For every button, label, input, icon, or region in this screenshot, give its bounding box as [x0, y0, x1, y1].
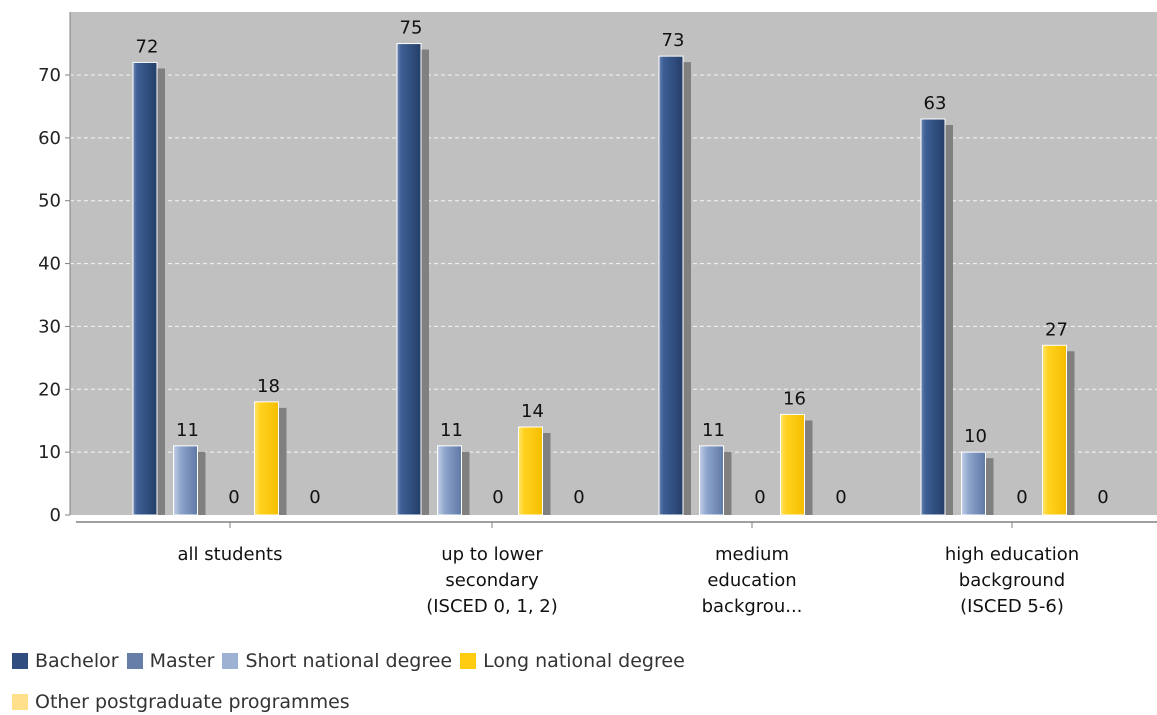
- data-label: 72: [136, 36, 159, 57]
- data-label: 0: [492, 487, 503, 508]
- y-tick-label: 50: [38, 191, 61, 212]
- legend-swatch: [126, 653, 143, 669]
- data-label: 10: [964, 426, 987, 447]
- legend-row: Bachelor Master Short national degree Long …: [12, 650, 693, 672]
- legend-label: Short national degree: [245, 650, 453, 672]
- legend-item: Other postgraduate programmes: [12, 691, 350, 713]
- data-label: 0: [1097, 487, 1108, 508]
- x-tick-label: up to lower secondary (ISCED 0, 1, 2): [426, 544, 558, 617]
- x-tick-label: all students: [178, 544, 283, 565]
- legend-item: Master: [126, 650, 215, 672]
- y-tick-label: 40: [38, 254, 61, 275]
- bar-chart: 0 10 20 30 40 50 60 70 72 75 73 63 11 11 11 10 0 0 0 0 18 14…: [38, 12, 1157, 617]
- bar: [961, 451, 986, 516]
- bar: [920, 118, 946, 516]
- y-tick-label: 30: [38, 316, 61, 337]
- x-tick-label: medium education backgrou...: [702, 544, 803, 617]
- bar: [699, 445, 724, 516]
- legend-swatch: [460, 653, 477, 669]
- legend-label: Master: [149, 650, 215, 672]
- y-tick-label: 60: [38, 128, 61, 149]
- legend-label: Other postgraduate programmes: [35, 691, 350, 713]
- y-tick-label: 20: [38, 379, 61, 400]
- legend-item: Short national degree: [222, 650, 452, 672]
- data-label: 0: [835, 487, 846, 508]
- bar: [437, 445, 462, 516]
- legend-row: Other postgraduate programmes: [12, 691, 358, 713]
- data-label: 11: [176, 420, 199, 441]
- data-label: 27: [1045, 319, 1068, 340]
- y-axis-ticks: 0 10 20 30 40 50 60 70: [38, 65, 70, 526]
- y-tick-label: 0: [50, 505, 61, 526]
- legend-label: Long national degree: [483, 650, 685, 672]
- y-tick-label: 70: [38, 65, 61, 86]
- bar: [396, 43, 422, 516]
- bar: [658, 55, 684, 516]
- bar: [173, 445, 198, 516]
- data-label: 75: [400, 18, 423, 39]
- bar: [1042, 344, 1067, 516]
- legend-swatch: [12, 694, 28, 710]
- bars: 72 75 73 63 11 11 11 10 0 0 0 0 18 14 16 27 0 0 0 0: [132, 18, 1109, 516]
- bar: [518, 426, 543, 516]
- bar: [780, 413, 805, 516]
- legend-swatch: [222, 653, 239, 669]
- legend-swatch: [12, 653, 28, 669]
- x-tick-label: high education background (ISCED 5-6): [945, 544, 1079, 617]
- data-label: 0: [754, 487, 765, 508]
- bar: [254, 401, 279, 516]
- x-axis-labels: all students up to lower secondary (ISCED 0…: [178, 522, 1079, 617]
- y-tick-label: 10: [38, 442, 61, 463]
- legend-item: Long national degree: [460, 650, 685, 672]
- legend-item: Bachelor: [12, 650, 119, 672]
- data-label: 18: [257, 376, 280, 397]
- bar: [132, 61, 158, 516]
- data-label: 0: [1016, 487, 1027, 508]
- data-label: 73: [662, 30, 685, 51]
- data-label: 63: [924, 93, 947, 114]
- data-label: 11: [702, 420, 725, 441]
- data-label: 0: [228, 487, 239, 508]
- legend-label: Bachelor: [35, 650, 119, 672]
- data-label: 0: [309, 487, 320, 508]
- data-label: 11: [440, 420, 463, 441]
- data-label: 16: [783, 388, 806, 409]
- data-label: 0: [573, 487, 584, 508]
- data-label: 14: [521, 401, 544, 422]
